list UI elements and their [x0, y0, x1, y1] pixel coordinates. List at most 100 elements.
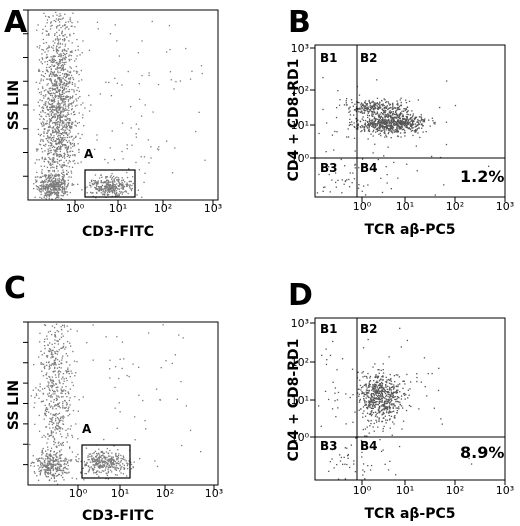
- event-dot: [42, 139, 44, 141]
- event-dot: [41, 181, 44, 183]
- event-dot: [77, 143, 79, 145]
- event-dot: [64, 98, 66, 100]
- event-dot: [75, 58, 77, 60]
- event-dot: [49, 174, 51, 177]
- event-dot: [365, 385, 367, 387]
- event-dot: [37, 101, 39, 103]
- event-dot: [391, 411, 393, 413]
- event-dot: [418, 408, 420, 410]
- event-dot: [373, 430, 375, 432]
- event-dot: [44, 404, 46, 407]
- event-dot: [48, 175, 50, 177]
- event-dot: [63, 69, 65, 71]
- event-dot: [74, 124, 76, 126]
- event-dot: [74, 26, 76, 28]
- x-tick-label: 10⁰: [353, 200, 372, 213]
- event-dot: [378, 119, 380, 121]
- event-dot: [120, 460, 122, 462]
- event-dot: [55, 468, 57, 470]
- event-dot: [40, 138, 42, 141]
- event-dot: [60, 336, 63, 338]
- event-dot: [49, 461, 51, 463]
- event-dot: [393, 423, 395, 425]
- event-dot: [52, 427, 54, 429]
- event-dot: [61, 183, 63, 185]
- event-dot: [374, 113, 377, 115]
- event-dot: [390, 127, 392, 129]
- event-dot: [104, 158, 106, 161]
- event-dot: [67, 462, 69, 464]
- event-dot: [49, 463, 51, 465]
- event-dot: [50, 400, 52, 402]
- event-dot: [400, 112, 402, 114]
- event-dot: [331, 134, 334, 136]
- event-dot: [384, 463, 386, 465]
- event-dot: [58, 143, 60, 145]
- event-dot: [422, 125, 424, 127]
- event-dot: [372, 126, 374, 128]
- event-dot: [72, 160, 74, 162]
- event-dot: [355, 110, 358, 113]
- event-dot: [47, 148, 49, 150]
- event-dot: [118, 377, 120, 380]
- event-dot: [50, 192, 53, 194]
- event-dot: [56, 186, 59, 188]
- event-dot: [375, 419, 377, 421]
- event-dot: [49, 473, 52, 475]
- event-dot: [62, 383, 64, 385]
- event-dot: [173, 88, 175, 90]
- event-dot: [384, 403, 386, 405]
- event-dot: [40, 465, 42, 467]
- event-dot: [401, 112, 403, 115]
- event-dot: [61, 357, 63, 359]
- event-dot: [338, 104, 341, 106]
- event-dot: [70, 67, 72, 69]
- event-dot: [371, 112, 373, 114]
- event-dot: [379, 384, 381, 386]
- event-dot: [56, 114, 59, 117]
- event-dot: [400, 126, 402, 128]
- event-dot: [126, 182, 128, 184]
- event-dot: [358, 102, 360, 104]
- event-dot: [395, 407, 397, 409]
- event-dot: [325, 363, 328, 366]
- event-dot: [44, 345, 46, 347]
- event-dot: [41, 86, 44, 88]
- event-dot: [50, 151, 52, 154]
- event-dot: [56, 87, 58, 89]
- event-dot: [38, 397, 40, 399]
- event-dot: [112, 181, 114, 183]
- event-dot: [380, 392, 383, 394]
- event-dot: [65, 410, 67, 412]
- event-dot: [101, 184, 104, 186]
- event-dot: [71, 436, 74, 438]
- event-dot: [39, 341, 41, 343]
- event-dot: [402, 387, 404, 389]
- event-dot: [59, 74, 61, 77]
- event-dot: [69, 80, 71, 82]
- event-dot: [115, 468, 117, 471]
- event-dot: [332, 381, 334, 383]
- event-dot: [67, 148, 69, 150]
- event-dot: [397, 131, 399, 133]
- event-dot: [59, 38, 61, 40]
- event-dot: [57, 86, 59, 89]
- event-dot: [39, 185, 41, 187]
- event-dot: [400, 395, 403, 397]
- event-dot: [44, 472, 46, 474]
- event-dot: [340, 456, 342, 459]
- event-dot: [61, 96, 63, 98]
- event-dot: [391, 393, 393, 395]
- event-dot: [45, 407, 48, 409]
- event-dot: [407, 122, 409, 124]
- event-dot: [402, 115, 404, 118]
- event-dot: [400, 398, 403, 400]
- event-dot: [118, 182, 120, 184]
- event-dot: [44, 365, 46, 367]
- event-dot: [67, 179, 69, 181]
- event-dot: [33, 109, 35, 111]
- event-dot: [382, 428, 384, 430]
- event-dot: [54, 335, 56, 337]
- event-dot: [49, 417, 51, 420]
